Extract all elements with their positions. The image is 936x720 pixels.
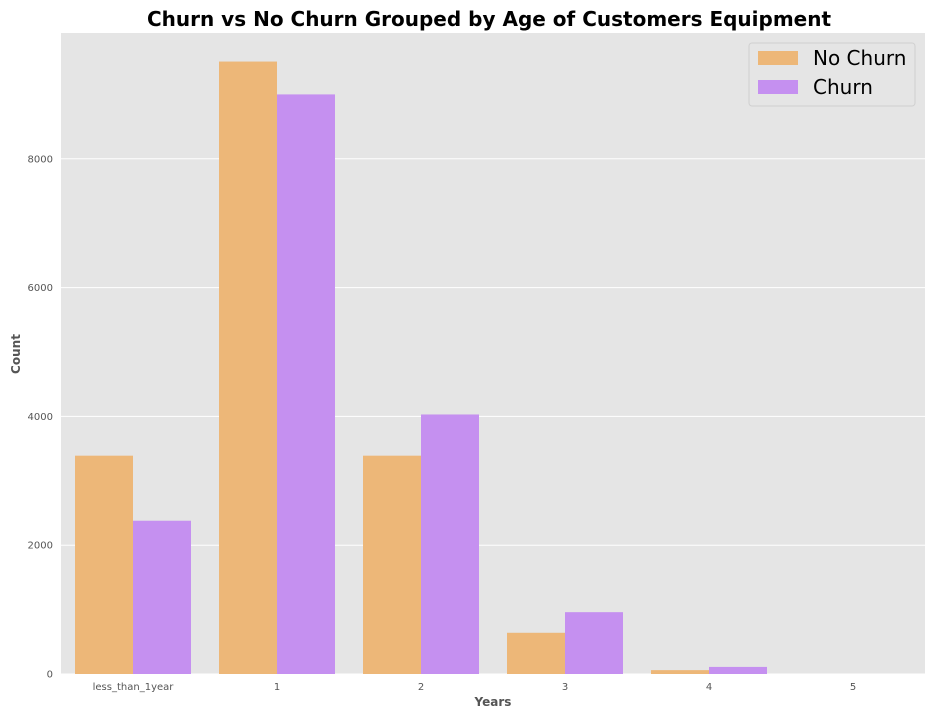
x-axis-label: Years — [474, 695, 512, 709]
plot-background — [61, 33, 925, 674]
bar-churn-2 — [421, 414, 479, 674]
y-tick-label: 2000 — [28, 541, 53, 552]
x-tick-label: 1 — [274, 682, 280, 693]
y-tick-label: 6000 — [28, 283, 53, 294]
legend-swatch-churn — [758, 80, 798, 94]
y-tick-label: 8000 — [28, 154, 53, 165]
x-axis-ticks: less_than_1year 1 2 3 4 5 — [93, 682, 857, 693]
y-tick-label: 0 — [47, 670, 53, 681]
bar-churn-3 — [565, 612, 623, 674]
legend-label-churn: Churn — [813, 75, 873, 99]
grid-lines — [61, 158, 925, 675]
x-tick-label: less_than_1year — [93, 682, 175, 693]
y-axis-ticks: 0 2000 4000 6000 8000 — [28, 154, 53, 680]
bar-no-churn-0 — [75, 455, 133, 674]
x-tick-label: 3 — [562, 682, 568, 693]
bar-churn-4 — [709, 666, 767, 674]
legend-swatch-no-churn — [758, 51, 798, 65]
bar-no-churn-3 — [507, 632, 565, 674]
bar-no-churn-2 — [363, 455, 421, 674]
x-tick-label: 4 — [706, 682, 712, 693]
legend-label-no-churn: No Churn — [813, 46, 906, 70]
bar-no-churn-4 — [651, 670, 709, 674]
bar-no-churn-1 — [219, 61, 277, 674]
bar-churn-1 — [277, 94, 335, 674]
chart-title: Churn vs No Churn Grouped by Age of Cust… — [147, 7, 832, 31]
bar-churn-0 — [133, 520, 191, 674]
bars — [75, 61, 767, 674]
legend: No Churn Churn — [748, 42, 916, 107]
x-tick-label: 5 — [850, 682, 856, 693]
y-tick-label: 4000 — [28, 412, 53, 423]
x-tick-label: 2 — [418, 682, 424, 693]
y-axis-label: Count — [9, 334, 23, 374]
